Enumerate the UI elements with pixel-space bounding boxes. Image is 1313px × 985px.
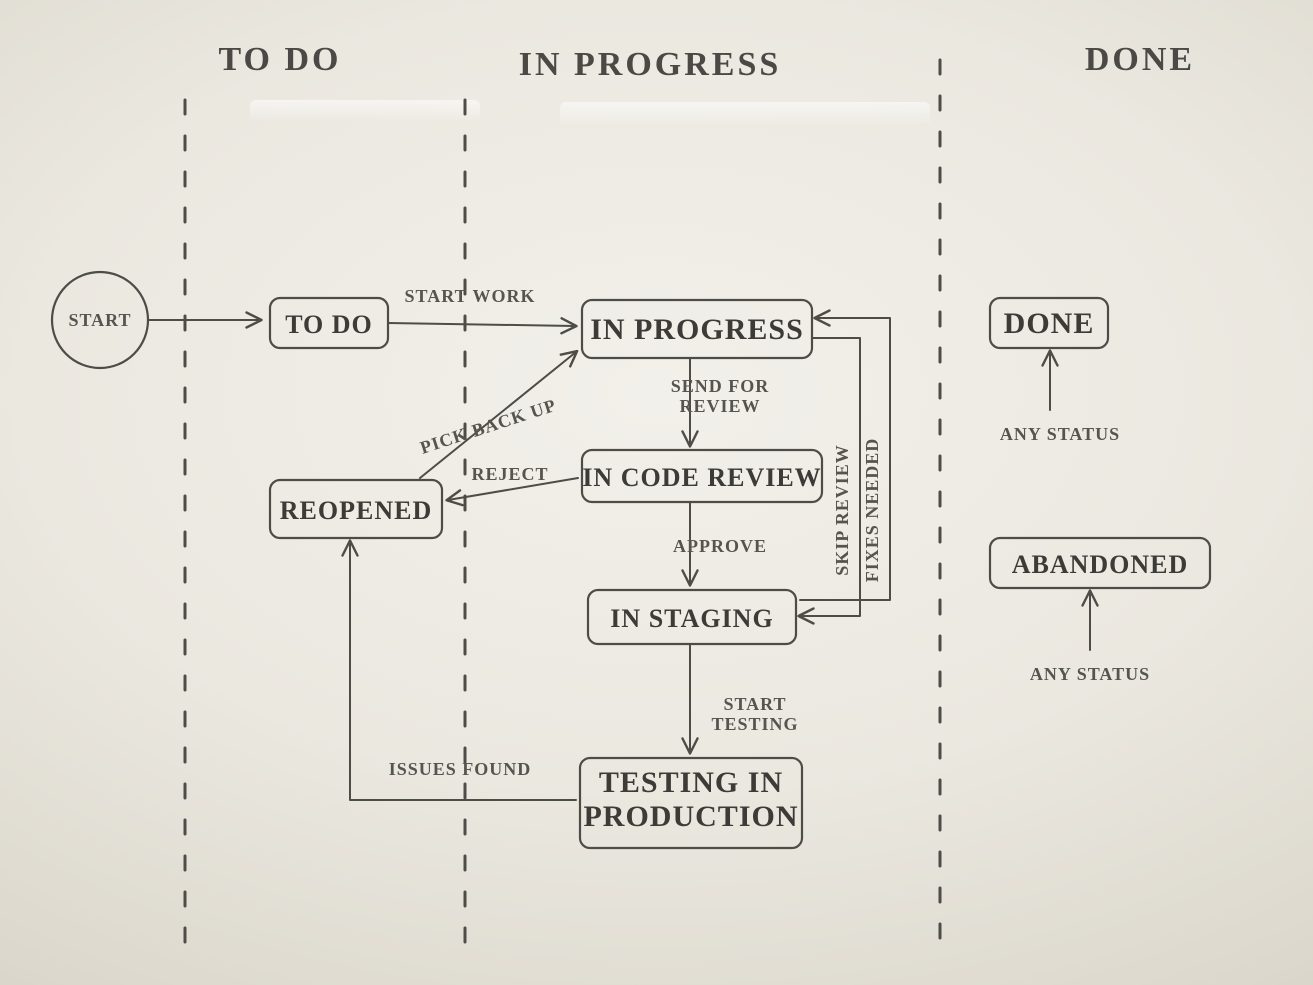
- node-todo: TO DO: [270, 298, 388, 348]
- glare-strip: [250, 100, 480, 122]
- column-headers: TO DO IN PROGRESS DONE: [218, 41, 1195, 83]
- node-done: DONE: [990, 298, 1108, 348]
- node-abandoned: ABANDONED: [990, 538, 1210, 588]
- edge-label: ANY STATUS: [1000, 424, 1120, 444]
- node-label: REOPENED: [280, 496, 432, 525]
- edge-any-done: ANY STATUS: [1000, 352, 1120, 444]
- node-in-progress: IN PROGRESS: [582, 300, 812, 358]
- edge-codereview-reopened: REJECT: [448, 464, 578, 500]
- edge-label: REJECT: [471, 464, 548, 484]
- node-reopened: REOPENED: [270, 480, 442, 538]
- edge-label: START WORK: [405, 286, 536, 306]
- edge-label: FIXES NEEDED: [862, 438, 882, 583]
- edge-reopened-inprogress: PICK BACK UP: [418, 352, 576, 478]
- edge-todo-inprogress: START WORK: [388, 286, 575, 326]
- edge-label: SEND FOR: [671, 376, 770, 396]
- node-label: DONE: [1004, 307, 1095, 340]
- node-start: START: [52, 272, 148, 368]
- edge-label: ANY STATUS: [1030, 664, 1150, 684]
- edge-inprogress-codereview: SEND FORREVIEW: [671, 358, 770, 445]
- edge-staging-testing: STARTTESTING: [690, 644, 799, 752]
- edge-testing-reopened: ISSUES FOUND: [350, 542, 576, 800]
- node-label: PRODUCTION: [583, 800, 798, 833]
- node-label: TESTING IN: [599, 766, 783, 799]
- node-label: START: [68, 310, 131, 330]
- node-label: IN PROGRESS: [590, 313, 804, 346]
- node-label: TO DO: [285, 310, 373, 339]
- node-in-staging: IN STAGING: [588, 590, 796, 644]
- node-in-code-review: IN CODE REVIEW: [582, 450, 822, 502]
- node-label: IN STAGING: [610, 604, 773, 633]
- edge-label: REVIEW: [679, 396, 760, 416]
- edge-any-abandoned: ANY STATUS: [1030, 592, 1150, 684]
- edge-label: APPROVE: [673, 536, 767, 556]
- column-header-inprogress: IN PROGRESS: [519, 46, 782, 83]
- glare-strip: [560, 102, 930, 126]
- edge-label: PICK BACK UP: [418, 395, 559, 458]
- edge-codereview-staging: APPROVE: [673, 502, 767, 584]
- nodes-layer: START TO DO IN PROGRESS REOPENED IN CODE REV…: [52, 272, 1210, 848]
- edge-label: SKIP REVIEW: [832, 444, 852, 576]
- workflow-board: TO DOIN PROGRESSDONE START WORKSEND FORR…: [0, 0, 1313, 985]
- column-header-todo: TO DO: [218, 41, 341, 78]
- node-label: ABANDONED: [1012, 550, 1189, 579]
- column-header-done: DONE: [1085, 41, 1195, 78]
- node-testing-in-production: TESTING INPRODUCTION: [580, 758, 802, 848]
- edge-label: START: [723, 694, 786, 714]
- edge-label: ISSUES FOUND: [389, 759, 532, 779]
- node-label: IN CODE REVIEW: [582, 463, 821, 492]
- edge-label: TESTING: [711, 714, 798, 734]
- edges-layer: START WORK SEND FORREVIEW REJECT PICK BACK …: [148, 286, 1150, 800]
